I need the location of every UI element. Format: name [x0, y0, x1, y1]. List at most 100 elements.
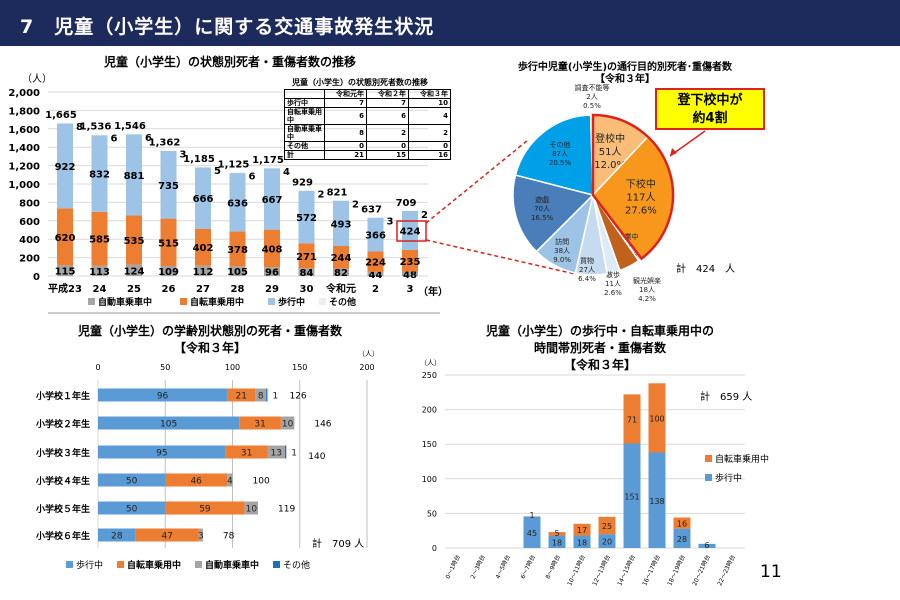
legend-walk: 歩行中 [66, 558, 103, 571]
fatalities-table: 令和元年 令和２年 令和３年 歩行中 7 7 10 自転車乗用中 6 6 4 自動車乗車中 8 2 2… [284, 89, 451, 160]
bar-value-label: 5 [554, 529, 559, 538]
x-tick-label: 8～9時台 [544, 553, 562, 580]
total-label: 1,665 [45, 110, 77, 121]
legend-walk: 歩行中 [268, 295, 305, 308]
total-label: 821 [327, 187, 348, 198]
y-tick-label: 小学校３年生 [35, 447, 90, 459]
highlight-box [396, 220, 427, 242]
chart4-title-line3: 【令和３年】 [563, 358, 636, 372]
bar-value-label: 922 [55, 162, 76, 173]
dashed-connector [425, 239, 576, 275]
bar-car [264, 267, 280, 276]
pie-slice-label: 訪問 38人 9.0% [553, 237, 571, 264]
bar-segment [573, 535, 591, 548]
pie-subtitle: 【令和３年】 [595, 74, 655, 85]
bar-segment [648, 452, 666, 548]
x-tick-label: 50 [160, 363, 170, 372]
pie-slice [512, 174, 595, 253]
table-row: 自動車乗車中 8 2 2 [284, 124, 451, 142]
x-tick-label: 2 [372, 284, 379, 295]
bar-value-label: 151 [624, 492, 639, 501]
bar-segment [239, 416, 281, 430]
bar-bike [402, 249, 418, 272]
bar-value-label: 832 [89, 170, 110, 181]
legend-bike: 自転車乗用中 [180, 295, 244, 308]
bar-walk [229, 173, 246, 232]
bar-value-label: 235 [400, 257, 421, 268]
y-tick-label: 100 [422, 475, 437, 484]
other-value-label: 2 [318, 190, 325, 201]
bar-car [402, 271, 418, 276]
other-value-label: 6 [111, 134, 118, 145]
y-tick-label: 小学校６年生 [35, 530, 90, 542]
bar-segment [623, 394, 641, 444]
x-tick-label: 3 [407, 284, 414, 295]
bar-segment [135, 528, 199, 542]
bar-car [333, 268, 349, 276]
chart4-legend: 自転車乗用中 歩行中 [705, 452, 769, 484]
bar-segment [98, 445, 226, 459]
y-tick-label: 小学校５年生 [35, 503, 90, 515]
bar-segment [673, 528, 691, 548]
bar-walk [126, 134, 142, 216]
bar-bike [160, 218, 177, 266]
bar-segment [548, 532, 566, 536]
bar-bike [126, 215, 142, 265]
legend-other: その他 [319, 295, 356, 308]
bar-value-label: 48 [403, 270, 417, 281]
x-tick-label: 28 [231, 284, 245, 295]
bar-segment [198, 528, 203, 542]
bar-segment [598, 534, 616, 548]
bar-value-label: 366 [365, 231, 386, 242]
y-tick-label: 600 [19, 217, 40, 228]
bar-bike [264, 229, 280, 268]
y-tick-label: 1,400 [8, 143, 40, 154]
pie-title: 歩行中児童(小学生)の通行目的別死者･重傷者数 [517, 62, 733, 73]
bar-value-label: 636 [227, 198, 248, 209]
bar-segment [648, 383, 666, 453]
bar-segment [623, 443, 641, 548]
legend-car: 自動車乗車中 [195, 558, 259, 571]
table-row: 計 21 15 16 [284, 150, 451, 160]
bar-segment [267, 445, 285, 459]
other-value-label: 6 [145, 133, 152, 144]
commute-highlight [591, 113, 675, 261]
bar-walk [333, 200, 349, 247]
x-tick-label: 16～17時台 [640, 553, 661, 587]
chart3-unit: （人） [358, 350, 379, 358]
bar-value-label: 31 [241, 449, 252, 459]
bar-car [57, 265, 73, 276]
bar-segment [673, 517, 691, 529]
bar-value-label: 4 [227, 477, 233, 487]
bar-value-label: 28 [111, 532, 123, 542]
chart3-legend: 歩行中 自転車乗用中 自動車乗車中 その他 [66, 558, 310, 571]
other-value-label: 3 [180, 150, 187, 161]
chart1-xlabel: （年） [418, 287, 448, 298]
bar-walk [195, 167, 211, 229]
bar-segment [227, 473, 233, 487]
bar-segment [225, 445, 268, 459]
bar-value-label: 666 [193, 194, 214, 205]
bar-other [57, 122, 73, 124]
bar-value-label: 493 [331, 219, 352, 230]
bar-value-label: 881 [124, 171, 145, 182]
table-row: 自転車乗用中 6 6 4 [284, 107, 451, 125]
table-title: 児童（小学生）の状態別死者数の推移 [292, 78, 428, 87]
bar-value-label: 18 [552, 538, 562, 547]
bar-segment [227, 388, 256, 402]
chart3-subtitle: 【令和３年】 [173, 341, 246, 355]
other-value-label: 3 [387, 216, 394, 227]
total-label: 929 [292, 178, 313, 189]
x-tick-label: 100 [225, 363, 240, 372]
bar-walk [264, 168, 280, 230]
bar-walk [298, 190, 315, 244]
bar-value-label: 735 [158, 181, 179, 192]
x-tick-label: 2～3時台 [469, 553, 487, 580]
bar-value-label: 50 [126, 505, 138, 515]
y-tick-label: 250 [422, 371, 437, 380]
chart4-ylabel: （人） [420, 359, 441, 367]
bar-walk [367, 217, 384, 252]
total-label: 1,546 [114, 121, 146, 132]
bar-segment [698, 543, 716, 548]
total-label: 126 [289, 392, 306, 402]
